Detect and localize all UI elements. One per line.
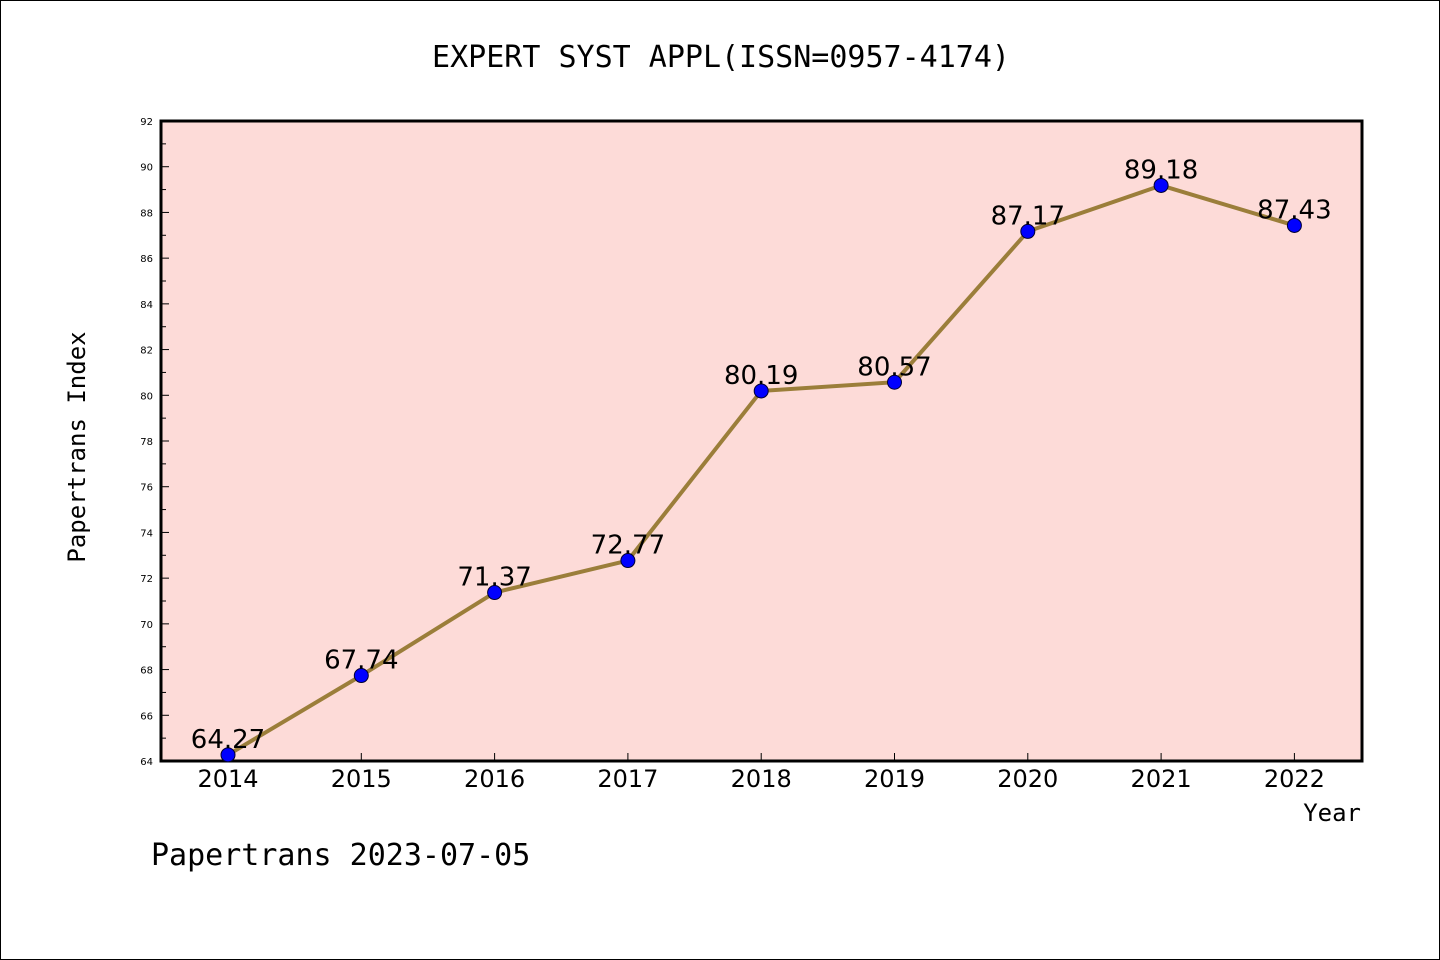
data-label: 64.27 (191, 725, 265, 755)
data-point (753, 383, 769, 399)
data-point (1286, 217, 1302, 233)
x-tick-label: 2020 (997, 765, 1058, 793)
data-label: 80.19 (724, 361, 798, 391)
y-tick-label: 74 (140, 528, 153, 539)
y-axis: 64 66 68 70 72 74 76 78 80 82 84 86 88 90 92 (140, 117, 169, 768)
x-tick-label: 2016 (464, 765, 525, 793)
x-tick-label: 2021 (1131, 765, 1192, 793)
footer-date-stamp: Papertrans 2023-07-05 (151, 838, 530, 873)
data-point (487, 585, 503, 601)
y-tick-label: 84 (140, 300, 153, 311)
x-tick-label: 2022 (1264, 765, 1325, 793)
data-label: 87.43 (1257, 195, 1331, 225)
data-point (220, 747, 236, 763)
x-tick-label: 2017 (597, 765, 658, 793)
data-label: 71.37 (457, 563, 531, 593)
x-tick-label: 2015 (331, 765, 392, 793)
data-point (1153, 177, 1169, 193)
x-tick-label: 2014 (197, 765, 258, 793)
data-label: 72.77 (591, 531, 665, 561)
data-label: 80.57 (857, 352, 931, 382)
y-tick-label: 80 (140, 391, 153, 402)
y-tick-label: 64 (140, 757, 153, 768)
plot-area (159, 119, 1364, 763)
y-tick-label: 68 (140, 666, 153, 677)
x-axis: 2014 2015 2016 2017 2018 2019 2020 2021 2022 (197, 753, 1325, 793)
y-tick-label: 78 (140, 437, 153, 448)
data-series: 64.27 67.74 71.37 72.77 80.19 80.57 87.17 89.18… (191, 155, 1332, 763)
x-tick-label: 2018 (731, 765, 792, 793)
x-tick-label: 2019 (864, 765, 925, 793)
y-tick-label: 70 (140, 620, 153, 631)
data-label: 87.17 (991, 201, 1065, 231)
data-point (353, 668, 369, 684)
data-point (1020, 223, 1036, 239)
y-axis-label: Papertrans Index (63, 331, 91, 562)
y-tick-label: 72 (140, 574, 153, 585)
data-point (620, 553, 636, 569)
y-tick-label: 90 (140, 163, 153, 174)
y-tick-label: 86 (140, 254, 153, 265)
chart-title: EXPERT SYST APPL(ISSN=0957-4174) (432, 40, 1010, 75)
y-tick-label: 82 (140, 346, 153, 357)
y-tick-label: 92 (140, 117, 153, 128)
data-label: 89.18 (1124, 155, 1198, 185)
x-axis-label: Year (1303, 799, 1361, 827)
y-tick-label: 76 (140, 483, 153, 494)
y-tick-label: 66 (140, 711, 153, 722)
y-tick-label: 88 (140, 208, 153, 219)
data-point (887, 374, 902, 390)
data-label: 67.74 (324, 646, 398, 676)
